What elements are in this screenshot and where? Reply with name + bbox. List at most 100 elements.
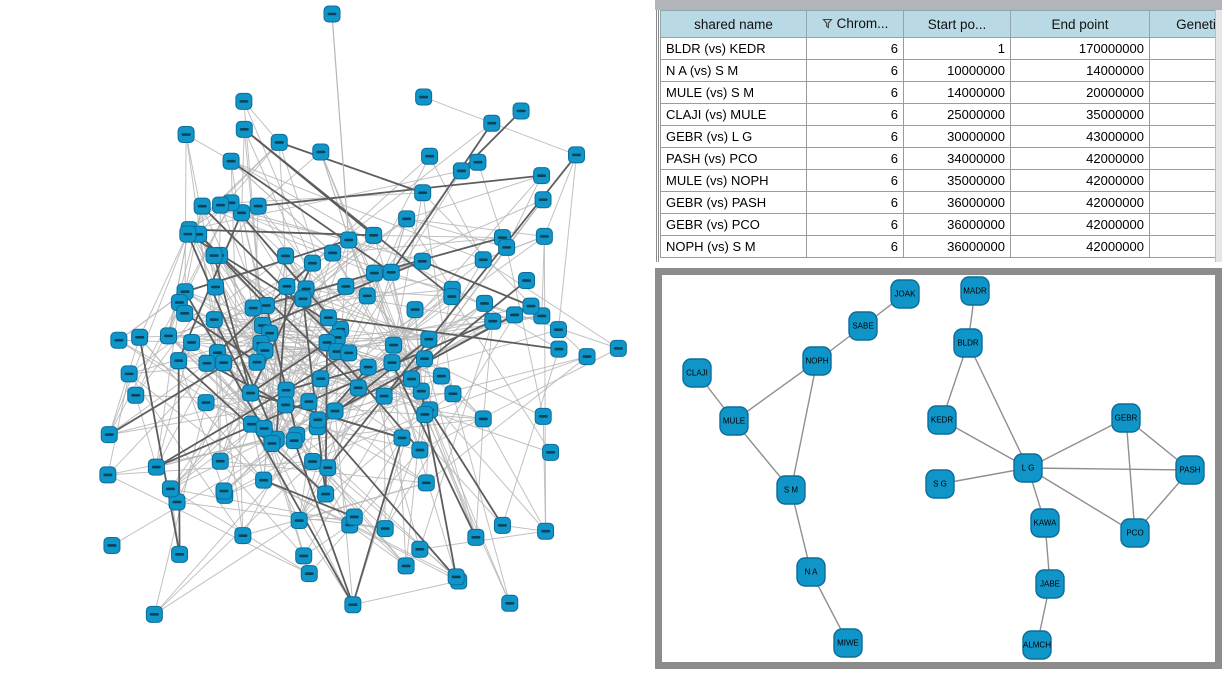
node[interactable] (475, 411, 491, 427)
node[interactable] (338, 278, 354, 294)
node[interactable] (146, 606, 162, 622)
edge[interactable] (542, 236, 545, 316)
cell-value[interactable]: 34000000 (904, 148, 1011, 170)
network-node-l-g[interactable]: L G (1014, 454, 1042, 482)
cell-value[interactable]: 170000000 (1011, 38, 1150, 60)
network-node-gebr[interactable]: GEBR (1112, 404, 1140, 432)
cell-value[interactable]: 25000000 (904, 104, 1011, 126)
cell-value[interactable]: 43000000 (1011, 126, 1150, 148)
node[interactable] (519, 273, 535, 289)
node[interactable] (543, 444, 559, 460)
node[interactable] (128, 387, 144, 403)
node[interactable] (160, 328, 176, 344)
edge[interactable] (244, 129, 452, 296)
cell-value[interactable]: 6.6 (1150, 60, 1222, 82)
cell-value[interactable]: 6 (807, 104, 904, 126)
cell-value[interactable]: 6 (807, 170, 904, 192)
node[interactable] (536, 228, 552, 244)
cell-value[interactable]: 42000000 (1011, 148, 1150, 170)
edge[interactable] (392, 363, 476, 538)
cell-value[interactable]: 6 (807, 214, 904, 236)
node[interactable] (111, 332, 127, 348)
node[interactable] (101, 427, 117, 443)
table-row[interactable]: NOPH (vs) S M636000000420000009.9 (661, 236, 1222, 258)
cell-shared-name[interactable]: N A (vs) S M (661, 60, 807, 82)
large-network-canvas[interactable] (0, 0, 655, 669)
network-node-madr[interactable]: MADR (961, 277, 989, 305)
node[interactable] (346, 509, 362, 525)
node[interactable] (551, 341, 567, 357)
edge[interactable] (430, 410, 503, 525)
edge[interactable] (391, 123, 492, 272)
network-node-claji[interactable]: CLAJI (683, 359, 711, 387)
node[interactable] (121, 366, 137, 382)
node[interactable] (313, 144, 329, 160)
cell-shared-name[interactable]: GEBR (vs) L G (661, 126, 807, 148)
node[interactable] (414, 253, 430, 269)
cell-value[interactable]: 10.5 (1150, 170, 1222, 192)
cell-value[interactable]: 36000000 (904, 236, 1011, 258)
cell-value[interactable]: 5.9 (1150, 104, 1222, 126)
node[interactable] (445, 386, 461, 402)
node[interactable] (477, 295, 493, 311)
node[interactable] (223, 153, 239, 169)
edge[interactable] (349, 171, 462, 353)
node[interactable] (341, 232, 357, 248)
node[interactable] (360, 359, 376, 375)
node[interactable] (421, 331, 437, 347)
network-edge-gebr-pco[interactable] (1126, 418, 1135, 533)
network-node-jabe[interactable]: JABE (1036, 570, 1064, 598)
edge[interactable] (231, 161, 483, 260)
node[interactable] (325, 245, 341, 261)
edge[interactable] (108, 475, 309, 574)
table-row[interactable]: N A (vs) S M610000000140000006.6 (661, 60, 1222, 82)
node[interactable] (208, 279, 224, 295)
edge[interactable] (353, 581, 459, 605)
network-edge-noph-s-m[interactable] (791, 361, 817, 490)
edge[interactable] (119, 340, 192, 342)
cell-shared-name[interactable]: CLAJI (vs) MULE (661, 104, 807, 126)
node[interactable] (286, 433, 302, 449)
cell-value[interactable]: 8.9 (1150, 192, 1222, 214)
table-row[interactable]: CLAJI (vs) MULE625000000350000005.9 (661, 104, 1222, 126)
node[interactable] (177, 305, 193, 321)
node[interactable] (399, 211, 415, 227)
cell-value[interactable]: 42000000 (1011, 214, 1150, 236)
cell-value[interactable]: 14000000 (1011, 60, 1150, 82)
node[interactable] (416, 89, 432, 105)
edge[interactable] (558, 155, 576, 330)
node[interactable] (568, 147, 584, 163)
node[interactable] (132, 329, 148, 345)
network-edge-bldr-l-g[interactable] (968, 343, 1028, 468)
edge[interactable] (384, 396, 385, 529)
node[interactable] (502, 595, 518, 611)
node[interactable] (278, 248, 294, 264)
column-header-shared-name[interactable]: shared name (661, 11, 807, 38)
node[interactable] (162, 481, 178, 497)
node[interactable] (579, 349, 595, 365)
node[interactable] (494, 517, 510, 533)
node[interactable] (507, 307, 523, 323)
node[interactable] (213, 197, 229, 213)
node[interactable] (538, 523, 554, 539)
node[interactable] (304, 255, 320, 271)
node[interactable] (148, 459, 164, 475)
node[interactable] (194, 198, 210, 214)
table-row[interactable]: GEBR (vs) PASH636000000420000008.9 (661, 192, 1222, 214)
network-node-kedr[interactable]: KEDR (928, 406, 956, 434)
node[interactable] (404, 371, 420, 387)
node[interactable] (178, 127, 194, 143)
cell-value[interactable]: 42000000 (1011, 192, 1150, 214)
cell-shared-name[interactable]: PASH (vs) PCO (661, 148, 807, 170)
cell-value[interactable]: 35000000 (904, 170, 1011, 192)
node[interactable] (433, 368, 449, 384)
node[interactable] (295, 291, 311, 307)
cell-shared-name[interactable]: GEBR (vs) PASH (661, 192, 807, 214)
node[interactable] (394, 430, 410, 446)
node[interactable] (216, 355, 232, 371)
cell-value[interactable]: 36000000 (904, 192, 1011, 214)
node[interactable] (359, 288, 375, 304)
cell-value[interactable]: 36000000 (904, 214, 1011, 236)
table-row[interactable]: MULE (vs) S M614000000200000007.5 (661, 82, 1222, 104)
table-row[interactable]: PASH (vs) PCO6340000004200000011.4 (661, 148, 1222, 170)
